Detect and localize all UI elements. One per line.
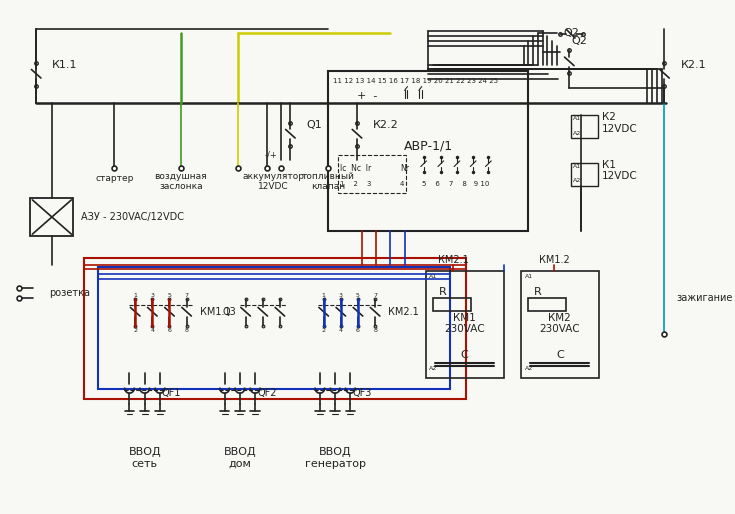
Text: топливный
клапан: топливный клапан	[302, 172, 355, 192]
Text: КМ2
230VAC: КМ2 230VAC	[539, 313, 580, 335]
Text: 11 12 13 14 15 16 17 18 19 20 21 22 23 24 25: 11 12 13 14 15 16 17 18 19 20 21 22 23 2…	[333, 78, 498, 84]
Text: зажигание: зажигание	[676, 293, 732, 303]
Text: Q2: Q2	[563, 28, 579, 38]
Text: стартер: стартер	[95, 174, 134, 183]
Text: Nr: Nr	[400, 164, 409, 173]
Text: QF3: QF3	[352, 388, 372, 398]
Text: КМ1
230VAC: КМ1 230VAC	[444, 313, 485, 335]
Text: 8: 8	[373, 328, 377, 333]
Text: R: R	[534, 287, 542, 297]
Text: Q2: Q2	[571, 36, 587, 46]
Text: КМ2.1: КМ2.1	[388, 307, 419, 317]
Bar	[30, 198, 74, 236]
Bar	[433, 298, 471, 311]
Text: C: C	[461, 350, 468, 360]
Text: 4: 4	[339, 328, 343, 333]
Text: A1: A1	[573, 164, 581, 169]
Text: ВВОД
генератор: ВВОД генератор	[304, 447, 365, 469]
Text: 3: 3	[151, 292, 154, 298]
Text: 5    6    7    8   9 10: 5 6 7 8 9 10	[422, 181, 489, 187]
Text: КМ2.1: КМ2.1	[438, 255, 468, 265]
Text: К2.1: К2.1	[681, 60, 706, 70]
Bar	[571, 115, 598, 138]
Text: A2: A2	[573, 178, 581, 183]
Text: Ic  Nc  Ir: Ic Nc Ir	[340, 164, 371, 173]
Text: +  -: + -	[357, 91, 377, 101]
Text: 5: 5	[356, 292, 360, 298]
Text: К1.1: К1.1	[52, 60, 78, 70]
Text: КМ1.2: КМ1.2	[539, 255, 570, 265]
Text: QF2: QF2	[257, 388, 276, 398]
Text: К2
12VDC: К2 12VDC	[602, 112, 637, 134]
Text: C: C	[556, 350, 564, 360]
Text: -/+: -/+	[265, 151, 278, 160]
Text: 7: 7	[373, 292, 377, 298]
Text: 4: 4	[400, 181, 404, 187]
Text: 5: 5	[168, 292, 171, 298]
Text: QF1: QF1	[162, 388, 182, 398]
Text: R: R	[439, 287, 447, 297]
Text: АВР-1/1: АВР-1/1	[404, 139, 453, 152]
Text: 1: 1	[322, 292, 326, 298]
Text: КМ1.1: КМ1.1	[200, 307, 231, 317]
Text: A1: A1	[573, 117, 581, 121]
Text: 8: 8	[184, 328, 188, 333]
Bar	[84, 258, 467, 399]
Bar	[571, 163, 598, 186]
Text: 4: 4	[151, 328, 154, 333]
Text: ВВОД
дом: ВВОД дом	[223, 447, 257, 469]
Text: 2: 2	[133, 328, 137, 333]
Text: 6: 6	[356, 328, 360, 333]
Text: A2: A2	[573, 131, 581, 136]
Text: ВВОД
сеть: ВВОД сеть	[129, 447, 161, 469]
Bar	[338, 155, 406, 193]
Text: 1    2    3: 1 2 3	[340, 181, 371, 187]
Text: 6: 6	[168, 328, 171, 333]
Text: A1: A1	[429, 274, 437, 280]
Text: воздушная
заслонка: воздушная заслонка	[154, 172, 207, 192]
Text: 3: 3	[339, 292, 343, 298]
Text: К1
12VDC: К1 12VDC	[602, 159, 637, 181]
Text: 7: 7	[184, 292, 189, 298]
Text: розетка: розетка	[49, 288, 90, 298]
Text: A1: A1	[525, 274, 533, 280]
Text: A2: A2	[525, 366, 533, 371]
Text: АЗУ - 230VAC/12VDC: АЗУ - 230VAC/12VDC	[81, 212, 184, 222]
Text: Q1: Q1	[306, 120, 322, 130]
Bar	[528, 298, 567, 311]
Text: аккумулятор
12VDC: аккумулятор 12VDC	[243, 172, 304, 192]
Bar	[520, 271, 599, 378]
Text: К2.2: К2.2	[373, 120, 399, 130]
Text: 2: 2	[322, 328, 326, 333]
Bar	[329, 71, 528, 231]
Text: A2: A2	[429, 366, 437, 371]
Text: Q3: Q3	[223, 307, 236, 317]
Text: 1: 1	[133, 292, 137, 298]
Bar	[426, 271, 503, 378]
Bar	[98, 267, 451, 389]
